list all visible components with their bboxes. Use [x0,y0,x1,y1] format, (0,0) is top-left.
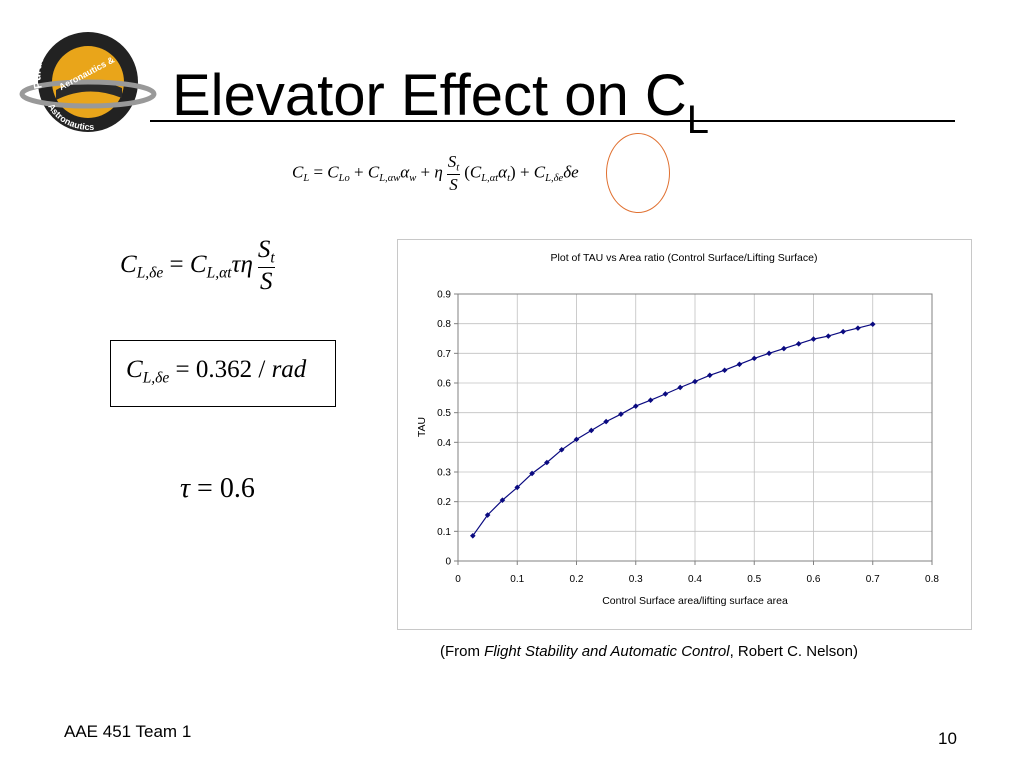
university-logo: Purdue University Aeronautics & Astronau… [18,18,158,136]
data-point [737,362,743,368]
y-tick-label: 0.5 [437,408,451,419]
y-tick-label: 0.7 [437,349,451,360]
data-point [870,321,876,327]
title-underline [150,120,955,122]
data-point [811,336,817,342]
control-power-value-equation: CL,δe = 0.362 / rad [126,356,306,387]
caption-prefix: (From [440,643,484,660]
x-tick-label: 0.6 [807,574,821,585]
data-point [766,351,772,357]
control-power-equation: CL,δe = CL,αtτη St S [120,236,280,296]
caption-suffix: , Robert C. Nelson) [730,643,858,660]
data-point [633,403,639,409]
x-tick-label: 0.5 [747,574,761,585]
highlight-circle [606,133,670,213]
y-tick-label: 0.8 [437,319,451,330]
slide-title: Elevator Effect on CL [172,62,709,129]
x-tick-label: 0.3 [629,574,643,585]
y-axis-ticks: 0 0.1 0.2 0.3 0.4 0.5 0.6 0.7 0.8 0.9 [437,290,458,568]
data-point [603,419,609,425]
y-tick-label: 0.9 [437,290,451,301]
y-tick-label: 0 [445,557,451,568]
y-tick-label: 0.1 [437,527,451,538]
data-point [707,372,713,378]
tau-area-ratio-chart: Plot of TAU vs Area ratio (Control Surfa… [397,239,972,630]
series-markers [470,321,876,538]
page-number: 10 [938,729,957,749]
footer-team: AAE 451 Team 1 [64,722,191,742]
x-tick-label: 0.1 [510,574,524,585]
caption-book-title: Flight Stability and Automatic Control [484,643,729,660]
lift-coefficient-equation: CL = CLo + CL,αwαw + η St S (CL,αtαt) + CL,… [292,152,579,195]
x-axis-ticks: 0 0.1 0.2 0.3 0.4 0.5 0.6 0.7 0.8 [455,561,939,585]
slide-title-main: Elevator Effect on C [172,63,687,128]
data-point [796,341,802,347]
data-point [677,385,683,391]
data-point [722,367,728,373]
y-axis-label: TAU [416,417,428,437]
chart-gridlines [458,294,932,561]
data-point [663,391,669,397]
data-point [826,333,832,339]
chart-title: Plot of TAU vs Area ratio (Control Surfa… [551,252,818,264]
data-point [618,411,624,417]
y-tick-label: 0.3 [437,468,451,479]
tau-equation: τ = 0.6 [180,473,255,505]
data-point [781,346,787,352]
x-tick-label: 0.4 [688,574,702,585]
y-tick-label: 0.4 [437,438,451,449]
x-axis-label: Control Surface area/lifting surface are… [602,595,788,607]
data-point [589,428,595,434]
data-point [855,325,861,331]
x-tick-label: 0.2 [570,574,584,585]
data-point [692,379,698,385]
data-point [751,356,757,362]
data-point [840,329,846,335]
x-tick-label: 0 [455,574,461,585]
x-tick-label: 0.7 [866,574,880,585]
y-tick-label: 0.2 [437,497,451,508]
x-tick-label: 0.8 [925,574,939,585]
data-point [648,397,654,403]
source-caption: (From Flight Stability and Automatic Con… [440,643,858,660]
y-tick-label: 0.6 [437,379,451,390]
series-line [473,324,873,536]
